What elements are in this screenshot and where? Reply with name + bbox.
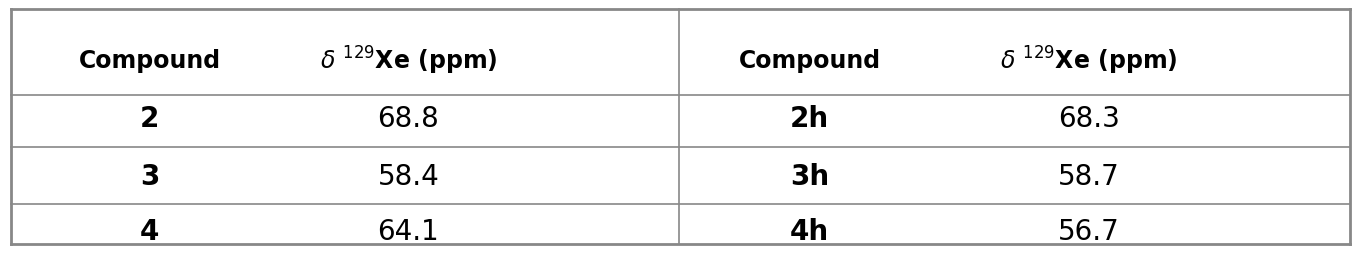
Text: 58.4: 58.4 xyxy=(377,163,440,190)
Text: 3h: 3h xyxy=(791,163,829,190)
Text: 68.3: 68.3 xyxy=(1057,104,1120,132)
Text: 4h: 4h xyxy=(791,217,829,245)
Text: Compound: Compound xyxy=(739,49,881,73)
Text: 56.7: 56.7 xyxy=(1057,217,1120,245)
Text: 2h: 2h xyxy=(791,104,829,132)
Text: 68.8: 68.8 xyxy=(377,104,440,132)
Text: 4: 4 xyxy=(140,217,159,245)
Text: 58.7: 58.7 xyxy=(1057,163,1120,190)
Text: Compound: Compound xyxy=(79,49,220,73)
Text: $\delta$ $^{129}$Xe (ppm): $\delta$ $^{129}$Xe (ppm) xyxy=(320,45,497,77)
Text: $\delta$ $^{129}$Xe (ppm): $\delta$ $^{129}$Xe (ppm) xyxy=(1000,45,1177,77)
Text: 2: 2 xyxy=(140,104,159,132)
Text: 3: 3 xyxy=(140,163,159,190)
Text: 64.1: 64.1 xyxy=(377,217,440,245)
